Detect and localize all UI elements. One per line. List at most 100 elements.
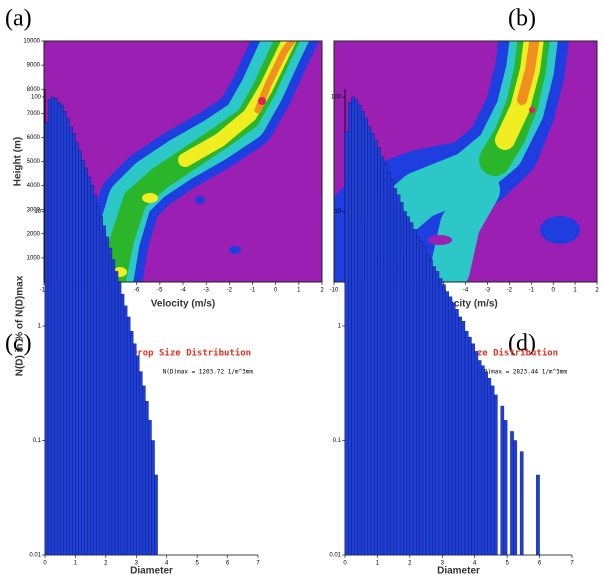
panel-label: (c) — [5, 331, 32, 357]
bar — [148, 420, 152, 556]
x-tick-label: 7 — [256, 561, 260, 567]
contour-field — [44, 41, 322, 282]
y-tick-label: 9000 — [27, 63, 41, 69]
y-tick-label: 0.1 — [33, 438, 42, 444]
bar — [129, 331, 134, 556]
bar — [425, 254, 430, 556]
x-tick-label: 6 — [538, 561, 542, 567]
bar — [510, 431, 514, 556]
bar — [403, 211, 407, 556]
x-tick-label: -4 — [180, 288, 186, 294]
bar — [348, 102, 352, 556]
bar — [406, 216, 411, 556]
x-tick-label: -6 — [134, 288, 140, 294]
y-tick-label: 10 — [34, 209, 41, 215]
bar — [519, 451, 524, 556]
bar — [63, 111, 67, 556]
bar — [448, 296, 453, 556]
x-tick-label: -10 — [330, 288, 339, 294]
bar — [396, 194, 401, 556]
bar — [409, 222, 414, 556]
bar — [344, 131, 349, 556]
bar — [120, 293, 125, 556]
bar — [96, 206, 100, 556]
x-tick-label: 4 — [473, 561, 477, 567]
y-axis-label: Height (m) — [13, 137, 24, 186]
x-axis-label: Diameter — [437, 566, 480, 575]
bar — [56, 102, 61, 556]
y-tick-label: 100 — [31, 95, 42, 101]
y-tick-label: 6000 — [27, 135, 41, 141]
bar — [464, 331, 469, 556]
annotation: N(D)max = 2823.44 1/m^3mm — [477, 369, 568, 376]
bar — [53, 97, 58, 556]
x-tick-label: -1 — [250, 288, 256, 294]
x-tick-label: 0 — [274, 288, 278, 294]
bar — [412, 229, 417, 556]
x-tick-label: 1 — [573, 288, 577, 294]
y-tick-label: 10000 — [23, 39, 40, 45]
bar — [419, 241, 424, 556]
bar — [102, 225, 107, 556]
x-tick-label: 1 — [297, 288, 301, 294]
y-tick-label: 4000 — [27, 183, 41, 189]
x-tick-label: -10 — [40, 288, 49, 294]
y-tick-label: 0.01 — [29, 553, 41, 559]
x-tick-label: 5 — [195, 561, 199, 567]
x-tick-label: 0 — [551, 288, 555, 294]
bar — [75, 142, 79, 556]
bar — [373, 139, 378, 556]
bar — [90, 184, 94, 556]
chart-title: Drop Size Distribution — [439, 348, 558, 359]
bar — [47, 99, 52, 556]
y-tick-label: 1 — [338, 324, 342, 330]
bar — [126, 316, 131, 556]
x-tick-label: 0 — [343, 561, 347, 567]
x-tick-label: 2 — [408, 561, 412, 567]
panel-label: (b) — [508, 6, 536, 32]
y-tick-label: 5000 — [27, 159, 41, 165]
bar — [154, 474, 158, 556]
bar — [108, 247, 113, 556]
x-tick-label: 7 — [570, 561, 574, 567]
bar — [44, 122, 49, 556]
bar — [432, 266, 436, 556]
bar — [481, 365, 485, 556]
y-tick-label: 10 — [334, 209, 341, 215]
y-axis-label: N(D) in % of N(D)max — [15, 275, 26, 376]
bar — [370, 133, 375, 556]
y-tick-label: 3000 — [27, 207, 41, 213]
bar — [105, 236, 110, 556]
bar — [422, 245, 427, 556]
bar — [513, 440, 518, 556]
bar — [364, 118, 368, 556]
x-tick-label: -5 — [157, 288, 163, 294]
y-tick-label: 0.1 — [333, 438, 342, 444]
x-tick-label: 6 — [226, 561, 230, 567]
bar — [468, 336, 472, 556]
bar — [455, 309, 459, 556]
x-tick-label: 2 — [320, 288, 324, 294]
bar — [490, 385, 495, 556]
bar — [354, 99, 359, 556]
bar — [435, 271, 440, 556]
bar — [536, 474, 540, 556]
bar — [361, 111, 365, 556]
bar — [367, 126, 372, 556]
bar — [111, 259, 116, 556]
bar — [78, 150, 82, 556]
y-tick-label: 7000 — [27, 111, 41, 117]
bar — [81, 160, 85, 556]
x-tick-label: 1 — [376, 561, 380, 567]
bar — [500, 405, 505, 556]
x-tick-label: -3 — [203, 288, 209, 294]
x-tick-label: 0 — [43, 561, 47, 567]
bar — [50, 96, 55, 556]
y-tick-label: 1000 — [27, 255, 41, 261]
bar — [503, 420, 508, 556]
bar — [351, 96, 355, 556]
bar — [493, 394, 498, 556]
bar — [386, 172, 391, 556]
bar — [429, 259, 433, 556]
